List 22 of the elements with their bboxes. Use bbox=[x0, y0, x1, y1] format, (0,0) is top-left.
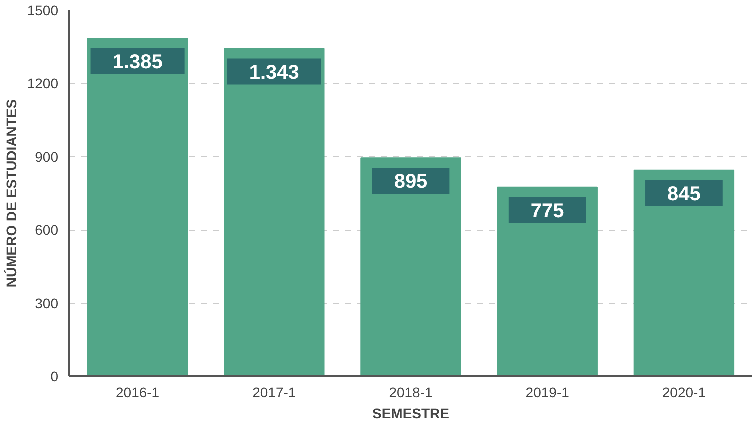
data-label: 1.385 bbox=[112, 52, 163, 74]
bar bbox=[224, 48, 325, 376]
y-tick-label: 1500 bbox=[27, 2, 59, 18]
x-tick-label: 2019-1 bbox=[526, 384, 570, 400]
data-label: 845 bbox=[668, 183, 701, 206]
data-label: 895 bbox=[394, 171, 428, 194]
y-axis-title: NÚMERO DE ESTUDIANTES bbox=[3, 99, 20, 288]
x-tick-label: 2017-1 bbox=[252, 384, 296, 400]
bar bbox=[87, 38, 188, 376]
data-label: 775 bbox=[530, 200, 564, 222]
data-label: 1.343 bbox=[249, 62, 300, 84]
x-axis-title: SEMESTRE bbox=[372, 406, 450, 422]
x-tick-label: 2018-1 bbox=[389, 384, 434, 400]
x-tick-label: 2020-1 bbox=[662, 384, 706, 400]
bar bbox=[360, 158, 462, 376]
y-tick-label: 300 bbox=[35, 295, 59, 312]
x-tick-label: 2016-1 bbox=[116, 384, 160, 400]
y-tick-label: 600 bbox=[35, 222, 59, 238]
y-tick-label: 1200 bbox=[27, 76, 59, 92]
y-tick-label: 900 bbox=[35, 148, 59, 165]
y-tick-label: 0 bbox=[50, 368, 59, 384]
bar bbox=[634, 170, 735, 376]
